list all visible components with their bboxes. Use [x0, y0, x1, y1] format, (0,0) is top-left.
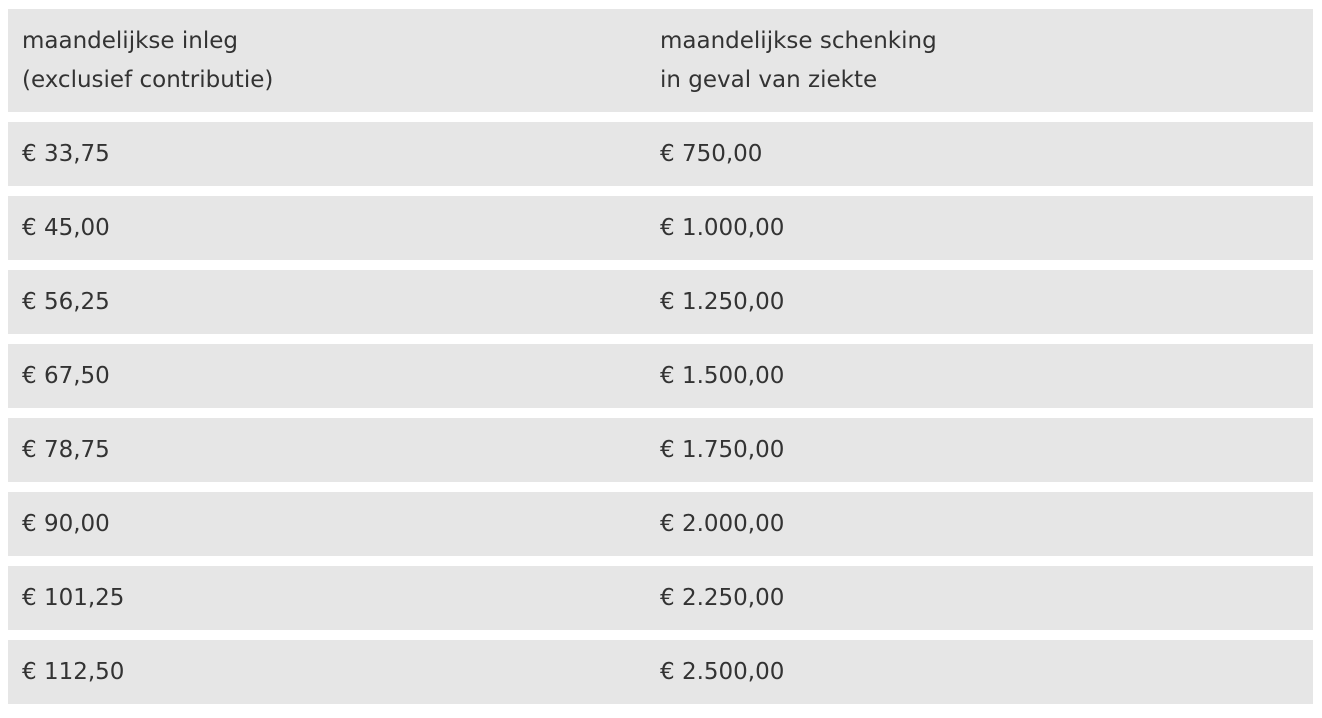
table-row: € 101,25 € 2.250,00	[8, 566, 1313, 630]
table-cell: € 78,75	[22, 436, 110, 463]
table-cell: € 1.000,00	[660, 214, 785, 241]
table-row: € 33,75 € 750,00	[8, 122, 1313, 186]
table-cell: € 2.000,00	[660, 510, 785, 537]
header-row: maandelijkse inleg (exclusief contributie…	[8, 9, 1313, 112]
table-cell: € 33,75	[22, 140, 110, 167]
table-cell: € 45,00	[22, 214, 110, 241]
table-row: € 112,50 € 2.500,00	[8, 640, 1313, 704]
table-cell: € 56,25	[22, 288, 110, 315]
table-cell: € 101,25	[22, 584, 125, 611]
table-row: € 45,00 € 1.000,00	[8, 196, 1313, 260]
header-line: maandelijkse inleg	[22, 27, 238, 54]
table-row: € 78,75 € 1.750,00	[8, 418, 1313, 482]
header-cell: maandelijkse schenking in geval van ziekt…	[660, 9, 937, 112]
table-cell: € 1.500,00	[660, 362, 785, 389]
table-row: € 56,25 € 1.250,00	[8, 270, 1313, 334]
header-cell: maandelijkse inleg (exclusief contributie…	[22, 9, 273, 112]
table-cell: € 90,00	[22, 510, 110, 537]
table-cell: € 2.500,00	[660, 658, 785, 685]
table-cell: € 1.750,00	[660, 436, 785, 463]
header-line: maandelijkse schenking	[660, 27, 937, 54]
table-cell: € 1.250,00	[660, 288, 785, 315]
table-cell: € 2.250,00	[660, 584, 785, 611]
table-row: € 67,50 € 1.500,00	[8, 344, 1313, 408]
table-row: € 90,00 € 2.000,00	[8, 492, 1313, 556]
table-cell: € 67,50	[22, 362, 110, 389]
header-line: in geval van ziekte	[660, 66, 878, 93]
header-line: (exclusief contributie)	[22, 66, 274, 93]
table-cell: € 112,50	[22, 658, 125, 685]
table-cell: € 750,00	[660, 140, 763, 167]
